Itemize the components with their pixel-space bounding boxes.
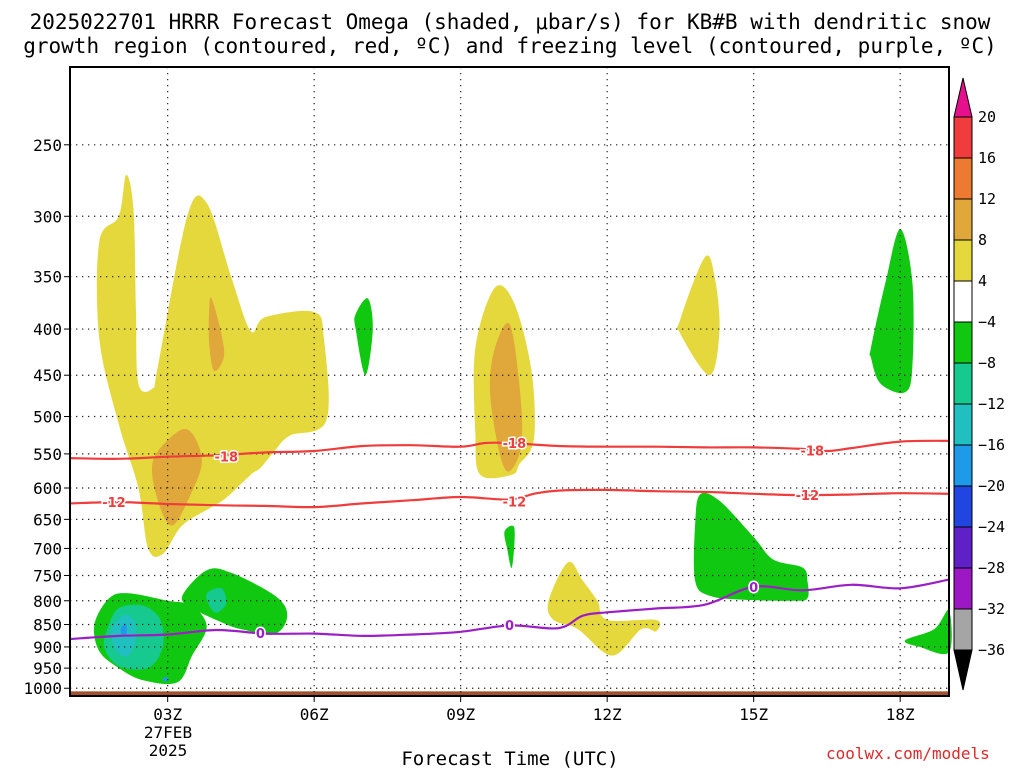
y-tick-label-700: 700 — [33, 539, 62, 558]
colorbar-box-1 — [953, 157, 973, 200]
contour-label-2-2: 0 — [749, 581, 758, 596]
colorbar-box-10 — [953, 526, 973, 569]
chart-title-line-1: 2025022701 HRRR Forecast Omega (shaded, … — [30, 10, 991, 34]
colorbar-label-0: 20 — [978, 108, 996, 126]
colorbar-box-9 — [953, 485, 973, 528]
y-tick-label-850: 850 — [33, 616, 62, 635]
colorbar-box-8 — [953, 444, 973, 487]
colorbar-box-2 — [953, 198, 973, 241]
y-tick-label-250: 250 — [33, 136, 62, 155]
x-tick-label-18Z: 18Z — [886, 705, 915, 724]
colorbar-label-11: −28 — [978, 559, 1005, 577]
contour-line-2 — [69, 578, 950, 641]
x-tick-label-03Z: 03Z — [153, 705, 182, 724]
colorbar-box-12 — [953, 608, 973, 651]
contour-label-1-2: -12 — [796, 489, 820, 504]
y-tick-label-350: 350 — [33, 268, 62, 287]
omega-region-6 — [547, 561, 661, 656]
colorbar-bottom-arrow — [953, 649, 973, 691]
date-label-year: 2025 — [149, 741, 188, 760]
x-tick-label-09Z: 09Z — [446, 705, 475, 724]
colorbar-label-1: 16 — [978, 149, 996, 167]
contour-line-1 — [69, 488, 950, 509]
omega-region-2 — [208, 297, 225, 372]
omega-region-7 — [354, 298, 373, 376]
colorbar-label-4: 4 — [978, 272, 987, 290]
x-tick-label-06Z: 06Z — [300, 705, 329, 724]
contour-label-1-1: -12 — [503, 495, 527, 510]
colorbar-label-10: −24 — [978, 518, 1005, 536]
colorbar-label-13: −36 — [978, 641, 1005, 659]
y-tick-label-800: 800 — [33, 592, 62, 611]
omega-region-8 — [504, 525, 515, 568]
x-tick-label-12Z: 12Z — [593, 705, 622, 724]
colorbar-label-9: −20 — [978, 477, 1005, 495]
contour-label-0-2: -18 — [801, 444, 825, 459]
contour-label-1-0: -12 — [102, 496, 126, 511]
colorbar-label-6: −8 — [978, 354, 996, 372]
colorbar-label-3: 8 — [978, 231, 987, 249]
y-tick-label-550: 550 — [33, 445, 62, 464]
colorbar: 20 16 12 8 4 −4 −8 −12 −16 −20 −24 −28 −32 −36 — [953, 77, 1005, 691]
colorbar-label-8: −16 — [978, 436, 1005, 454]
colorbar-label-2: 12 — [978, 190, 996, 208]
y-tick-label-900: 900 — [33, 638, 62, 657]
grid-lines — [70, 67, 949, 696]
ground-strip — [70, 691, 949, 696]
contour-line-0 — [69, 439, 950, 460]
contour-label-0-1: -18 — [503, 437, 527, 452]
credit-text: coolwx.com/models — [826, 744, 990, 763]
y-tick-label-600: 600 — [33, 479, 62, 498]
x-axis-ticks: 03Z 06Z 09Z 12Z 15Z 18Z — [153, 696, 915, 724]
y-tick-label-500: 500 — [33, 408, 62, 427]
ground-surface — [70, 691, 949, 696]
colorbar-label-12: −32 — [978, 600, 1005, 618]
omega-region-10 — [869, 229, 914, 394]
colorbar-box-0 — [953, 116, 973, 159]
colorbar-box-3 — [953, 239, 973, 282]
contour-label-2-1: 0 — [505, 619, 514, 634]
y-tick-label-650: 650 — [33, 510, 62, 529]
omega-region-18 — [206, 587, 227, 613]
omega-region-5 — [677, 255, 720, 376]
omega-shading — [93, 174, 952, 685]
contour-label-0-0: -18 — [215, 451, 239, 466]
y-tick-label-450: 450 — [33, 366, 62, 385]
colorbar-box-5 — [953, 321, 973, 364]
colorbar-box-7 — [953, 403, 973, 446]
omega-region-16 — [162, 676, 169, 682]
colorbar-top-arrow — [953, 77, 973, 118]
colorbar-box-4 — [953, 280, 973, 323]
y-tick-label-950: 950 — [33, 659, 62, 678]
x-axis-label: Forecast Time (UTC) — [401, 748, 618, 768]
contour-label-2-0: 0 — [256, 627, 265, 642]
y-tick-label-1000: 1000 — [23, 679, 62, 698]
x-tick-label-15Z: 15Z — [739, 705, 768, 724]
y-tick-label-300: 300 — [33, 207, 62, 226]
omega-region-1 — [151, 429, 202, 526]
omega-region-11 — [904, 609, 952, 655]
colorbar-box-6 — [953, 362, 973, 405]
colorbar-box-11 — [953, 567, 973, 610]
chart-title-line-2: growth region (contoured, red, ºC) and f… — [23, 34, 997, 58]
y-tick-label-750: 750 — [33, 566, 62, 585]
omega-region-17 — [181, 568, 288, 635]
y-tick-label-400: 400 — [33, 320, 62, 339]
omega-region-9 — [693, 492, 809, 601]
date-label-day: 27FEB — [144, 723, 192, 742]
colorbar-label-7: −12 — [978, 395, 1005, 413]
plot-frame — [69, 66, 950, 697]
omega-region-15 — [120, 624, 127, 636]
temperature-contours: -18 -18 -18 -12 -12 -12 0 0 0 — [69, 436, 950, 644]
y-axis-ticks: 250 300 350 400 450 500 550 600 650 700 750 800 850 9… — [23, 136, 70, 698]
colorbar-label-5: −4 — [978, 313, 996, 331]
omega-region-4 — [489, 322, 523, 472]
